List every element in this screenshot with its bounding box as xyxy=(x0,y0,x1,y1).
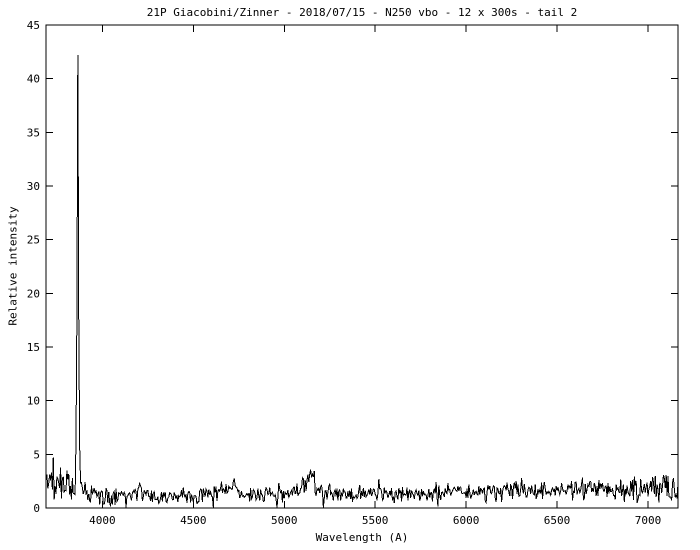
x-tick-label: 5500 xyxy=(362,514,389,527)
chart-title: 21P Giacobini/Zinner - 2018/07/15 - N250… xyxy=(146,6,578,19)
y-tick-label: 25 xyxy=(27,234,40,247)
y-tick-label: 15 xyxy=(27,341,40,354)
x-tick-label: 5000 xyxy=(271,514,298,527)
y-tick-label: 30 xyxy=(27,180,40,193)
plot-border xyxy=(45,24,679,509)
x-tick-label: 6500 xyxy=(544,514,571,527)
x-tick-label: 4000 xyxy=(89,514,116,527)
spectrum-line xyxy=(45,54,679,508)
x-axis-label: Wavelength (A) xyxy=(315,531,409,544)
x-tick-label: 7000 xyxy=(635,514,662,527)
x-tick-label: 6000 xyxy=(453,514,480,527)
x-tick-label: 4500 xyxy=(180,514,207,527)
y-tick-label: 10 xyxy=(27,395,40,408)
y-tick-label: 20 xyxy=(27,287,40,300)
y-tick-label: 0 xyxy=(33,502,40,515)
y-tick-label: 45 xyxy=(27,19,40,32)
y-tick-label: 40 xyxy=(27,73,40,86)
y-tick-label: 35 xyxy=(27,126,40,139)
y-tick-label: 5 xyxy=(33,448,40,461)
